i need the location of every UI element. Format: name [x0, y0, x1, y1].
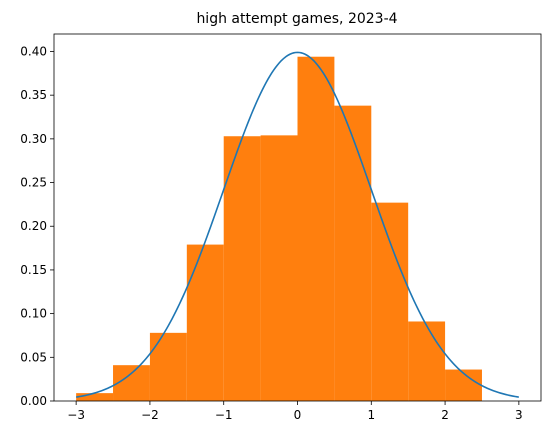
- y-tick-label: 0.30: [20, 132, 47, 146]
- chart-title: high attempt games, 2023-4: [196, 11, 397, 27]
- x-tick-label: 2: [441, 408, 449, 422]
- x-tick-label: −2: [141, 408, 159, 422]
- y-tick-label: 0.10: [20, 307, 47, 321]
- x-axis: −3 −2 −1 0 1 2 3: [67, 401, 523, 422]
- y-axis: 0.00 0.05 0.10 0.15 0.20 0.25 0.30 0.35 0.40: [20, 44, 54, 408]
- y-tick-label: 0.00: [20, 394, 47, 408]
- x-tick-label: 3: [515, 408, 523, 422]
- histogram-bar-3: [186, 244, 224, 401]
- x-tick-label: 0: [294, 408, 302, 422]
- histogram-bar-5: [260, 135, 298, 401]
- y-tick-label: 0.20: [20, 219, 47, 233]
- histogram-bar-10: [445, 369, 482, 401]
- histogram-bar-9: [408, 321, 446, 401]
- x-tick-label: 1: [367, 408, 375, 422]
- y-tick-label: 0.35: [20, 88, 47, 102]
- histogram-bar-8: [371, 202, 409, 401]
- histogram-bar-7: [334, 105, 372, 402]
- y-tick-label: 0.40: [20, 44, 47, 58]
- histogram-bars: [76, 56, 482, 402]
- histogram-bar-2: [149, 332, 187, 401]
- normal-pdf-curve: [76, 51, 519, 398]
- histogram-bar-6: [297, 56, 335, 401]
- y-tick-label: 0.05: [20, 350, 47, 364]
- histogram-bar-0: [76, 393, 114, 401]
- y-tick-label: 0.15: [20, 263, 47, 277]
- normal-curve-layer: [76, 51, 519, 398]
- x-tick-label: −1: [215, 408, 233, 422]
- histogram-bar-4: [223, 136, 261, 401]
- y-tick-label: 0.25: [20, 176, 47, 190]
- x-tick-label: −3: [67, 408, 85, 422]
